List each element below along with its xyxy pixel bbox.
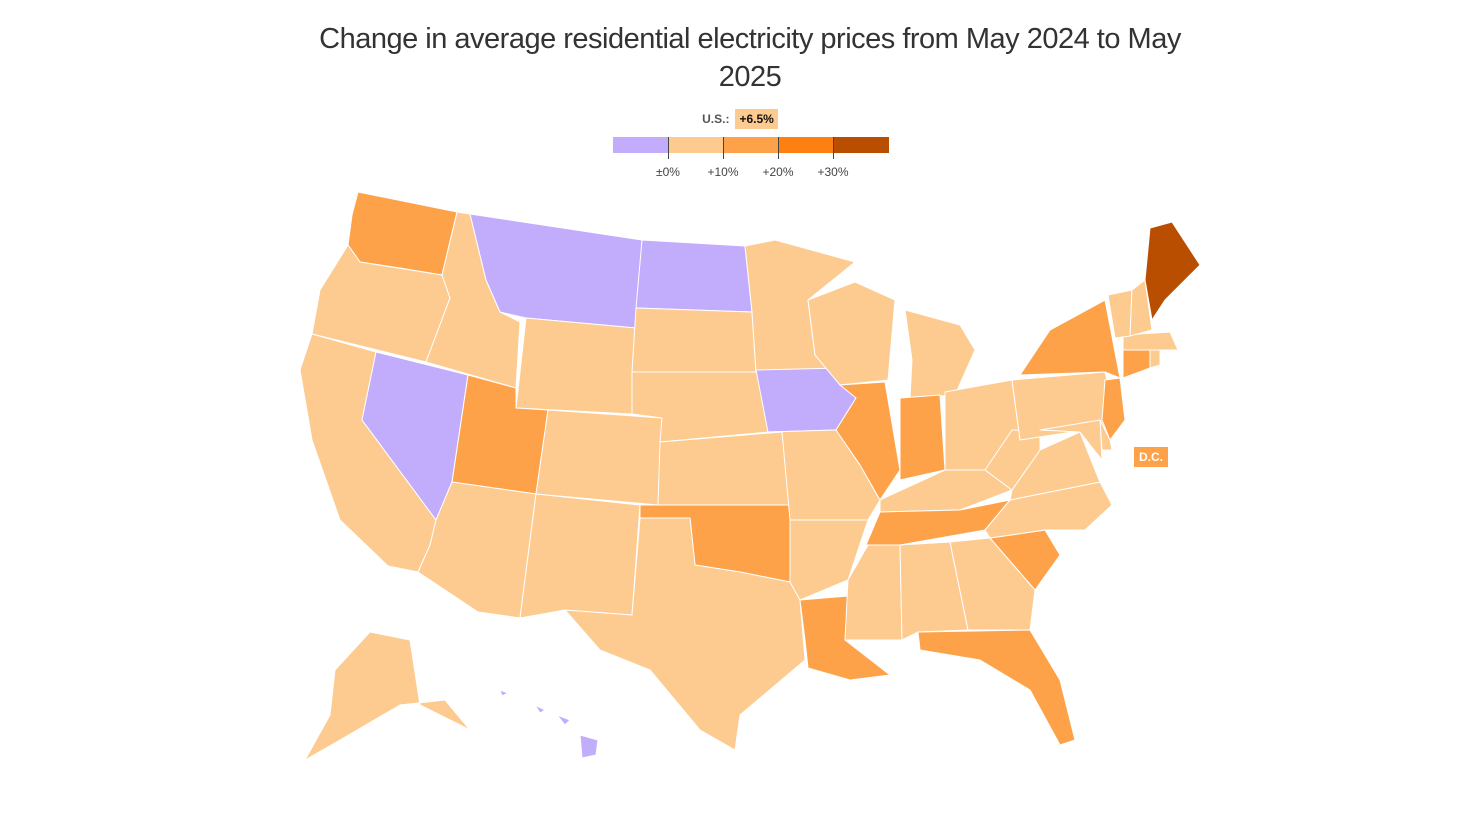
legend-tick-label: +20% [762, 165, 794, 179]
color-legend [613, 137, 890, 153]
state-vt[interactable] [1107, 289, 1133, 339]
map-title: Change in average residential electricit… [319, 23, 1181, 93]
legend-tick-label: +10% [707, 165, 739, 179]
state-nd[interactable] [635, 239, 753, 313]
us-average: U.S.: +6.5% [0, 109, 1480, 129]
state-ri[interactable] [1149, 349, 1161, 369]
state-ar[interactable] [789, 519, 869, 601]
dc-label[interactable]: D.C. [1134, 447, 1168, 467]
state-il[interactable] [835, 381, 901, 501]
state-ny[interactable] [1019, 299, 1121, 379]
state-mi[interactable] [904, 309, 976, 399]
us-average-value: +6.5% [735, 109, 778, 129]
state-ak[interactable] [304, 631, 471, 761]
state-wi[interactable] [807, 281, 896, 386]
state-in[interactable] [899, 394, 946, 481]
legend-swatch-negative [613, 137, 669, 153]
state-ma[interactable] [1122, 331, 1179, 351]
state-nm[interactable] [519, 493, 641, 619]
legend-tick-label: +30% [817, 165, 849, 179]
state-nh[interactable] [1129, 279, 1153, 337]
legend-tick [833, 137, 834, 159]
state-fl[interactable] [917, 629, 1076, 746]
legend-tick-label: ±0% [656, 165, 680, 179]
state-ga[interactable] [949, 537, 1036, 631]
state-wy[interactable] [515, 317, 637, 415]
legend-tick [668, 137, 669, 159]
legend-swatch-20-30 [778, 137, 834, 153]
state-co[interactable] [535, 409, 663, 506]
legend-swatch-10-20 [723, 137, 779, 153]
state-nj[interactable] [1101, 377, 1126, 441]
state-ct[interactable] [1122, 349, 1151, 379]
legend-swatch-0-10 [668, 137, 724, 153]
legend-tick [778, 137, 779, 159]
state-hi[interactable] [499, 689, 599, 759]
state-sd[interactable] [631, 307, 757, 373]
state-me[interactable] [1144, 221, 1201, 321]
state-ks[interactable] [657, 431, 791, 506]
state-al[interactable] [899, 541, 969, 641]
us-average-label: U.S.: [702, 112, 730, 126]
legend-swatch-30-plus [833, 137, 890, 153]
legend-tick [723, 137, 724, 159]
state-md[interactable] [1039, 419, 1103, 461]
state-wv[interactable] [984, 429, 1041, 491]
